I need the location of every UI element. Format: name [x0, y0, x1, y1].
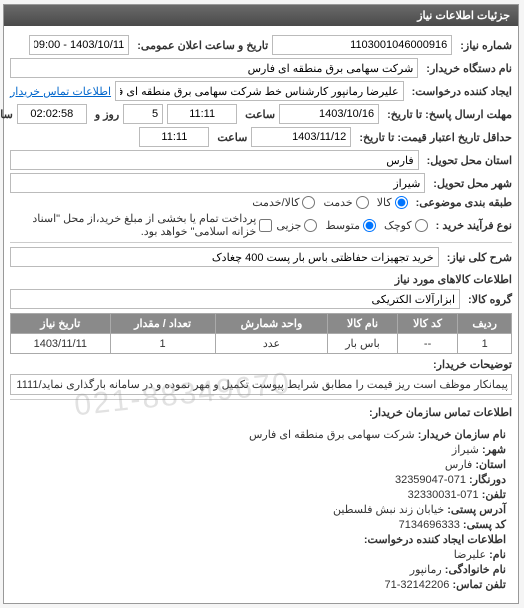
province-label: استان محل تحویل: — [424, 154, 513, 167]
main-panel: جزئیات اطلاعات نیاز شماره نیاز: تاریخ و … — [4, 4, 520, 604]
need-no-label: شماره نیاز: — [457, 39, 513, 52]
creator-field[interactable] — [116, 81, 405, 101]
radio-goods-service-label: کالا/خدمت — [253, 196, 300, 209]
th-3: واحد شمارش — [216, 314, 329, 334]
phone-v: 32142206-71 — [386, 579, 451, 591]
radio-partial[interactable] — [305, 219, 318, 232]
payment-note-label: پرداخت تمام یا بخشی از مبلغ خرید،از محل … — [11, 212, 257, 238]
fax-k: دورنگار: — [470, 474, 507, 486]
post-v: 7134696333 — [400, 519, 461, 531]
addr-k: آدرس پستی: — [448, 504, 507, 516]
panel-title: جزئیات اطلاعات نیاز — [5, 5, 519, 26]
city-k: شهر: — [483, 444, 507, 456]
radio-medium[interactable] — [364, 219, 377, 232]
td-1: -- — [398, 334, 458, 354]
goods-table: ردیف کد کالا نام کالا واحد شمارش تعداد /… — [11, 313, 513, 354]
remaining-days-label: روز و — [92, 108, 120, 121]
city-v: شیراز — [453, 444, 480, 456]
tel-v: 071-32330031 — [409, 489, 480, 501]
buyer-org-label: نام دستگاه خریدار: — [423, 62, 513, 75]
buyer-org-field[interactable] — [11, 58, 419, 78]
radio-small[interactable] — [416, 219, 429, 232]
fam-k: نام خانوادگی: — [446, 564, 507, 576]
subject-class-radio-group: کالا خدمت کالا/خدمت — [253, 196, 408, 209]
valid-time-label: ساعت — [214, 131, 248, 144]
general-desc-field[interactable] — [11, 247, 440, 267]
radio-medium-label: متوسط — [326, 219, 361, 232]
divider — [11, 242, 513, 243]
td-2: باس بار — [329, 334, 399, 354]
panel-body: شماره نیاز: تاریخ و ساعت اعلان عمومی: نا… — [5, 26, 519, 603]
fax-v: 071-32359047 — [396, 474, 467, 486]
th-0: ردیف — [459, 314, 513, 334]
buy-process-label: نوع فرآیند خرید : — [433, 219, 513, 232]
deadline-label: مهلت ارسال پاسخ: تا تاریخ: — [384, 108, 513, 121]
phone-k: تلفن تماس: — [453, 579, 507, 591]
goods-group-field[interactable] — [11, 289, 461, 309]
th-5: تاریخ نیاز — [12, 314, 112, 334]
prov-v: فارس — [446, 459, 473, 471]
remaining-days-field[interactable] — [124, 104, 164, 124]
radio-goods-label: کالا — [378, 196, 393, 209]
deadline-time-field[interactable] — [168, 104, 238, 124]
valid-time-field[interactable] — [140, 127, 210, 147]
org-v: شرکت سهامی برق منطقه ای فارس — [250, 429, 416, 441]
radio-goods-service[interactable] — [303, 196, 316, 209]
deadline-time-label: ساعت — [242, 108, 276, 121]
divider-2 — [11, 399, 513, 400]
payment-note-checkbox[interactable] — [260, 219, 273, 232]
td-4: 1 — [111, 334, 216, 354]
valid-date-label: حداقل تاریخ اعتبار قیمت: تا تاریخ: — [356, 131, 513, 144]
buyer-desc-box: پیمانکار موظف است ریز قیمت را مطابق شرای… — [11, 374, 513, 395]
post-k: کد پستی: — [464, 519, 507, 531]
announce-dt-field[interactable] — [30, 35, 130, 55]
td-5: 1403/11/11 — [12, 334, 112, 354]
contact-title: اطلاعات تماس سازمان خریدار: — [11, 406, 513, 419]
td-0: 1 — [459, 334, 513, 354]
valid-date-field[interactable] — [252, 127, 352, 147]
prov-k: استان: — [476, 459, 507, 471]
fam-v: رمانپور — [411, 564, 443, 576]
org-k: نام سازمان خریدار: — [419, 429, 507, 441]
remaining-time-label: ساعت باقی مانده — [0, 108, 14, 121]
buyer-desc-label: توضیحات خریدار: — [430, 358, 513, 371]
contact-section: نام سازمان خریدار: شرکت سهامی برق منطقه … — [11, 422, 513, 597]
addr-v: خیابان زند نبش فلسطین — [334, 504, 445, 516]
radio-goods[interactable] — [396, 196, 409, 209]
subject-class-label: طبقه بندی موضوعی: — [413, 196, 513, 209]
buyer-contact-link[interactable]: اطلاعات تماس خریدار — [11, 85, 112, 98]
radio-partial-label: جزیی — [277, 219, 302, 232]
table-row: 1 -- باس بار عدد 1 1403/11/11 — [12, 334, 513, 354]
province-field[interactable] — [11, 150, 420, 170]
td-3: عدد — [216, 334, 329, 354]
radio-service-label: خدمت — [324, 196, 353, 209]
buy-process-radio-group: کوچک متوسط جزیی — [277, 219, 428, 232]
th-4: تعداد / مقدار — [111, 314, 216, 334]
req-creator-title: اطلاعات ایجاد کننده درخواست: — [17, 533, 507, 546]
name-v: علیرضا — [455, 549, 487, 561]
general-desc-label: شرح کلی نیاز: — [444, 251, 513, 264]
announce-dt-label: تاریخ و ساعت اعلان عمومی: — [134, 39, 269, 52]
city-label: شهر محل تحویل: — [430, 177, 513, 190]
goods-info-title: اطلاعات کالاهای مورد نیاز — [11, 273, 513, 286]
tel-k: تلفن: — [483, 489, 507, 501]
creator-label: ایجاد کننده درخواست: — [409, 85, 513, 98]
need-no-field[interactable] — [273, 35, 453, 55]
city-field[interactable] — [11, 173, 426, 193]
th-1: کد کالا — [398, 314, 458, 334]
deadline-date-field[interactable] — [280, 104, 380, 124]
remaining-time-field[interactable] — [18, 104, 88, 124]
radio-small-label: کوچک — [385, 219, 413, 232]
radio-service[interactable] — [357, 196, 370, 209]
th-2: نام کالا — [329, 314, 399, 334]
goods-group-label: گروه کالا: — [465, 293, 513, 306]
name-k: نام: — [490, 549, 507, 561]
